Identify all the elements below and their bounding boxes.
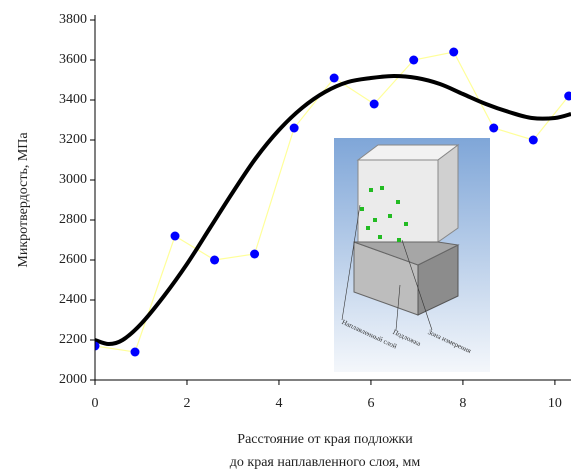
y-tick-label: 2800 <box>59 212 87 227</box>
data-point <box>370 100 379 109</box>
x-axis-label: до края наплавленного слоя, мм <box>230 455 421 470</box>
x-tick-label: 10 <box>548 396 562 411</box>
x-axis-label: Расстояние от края подложки <box>237 432 413 447</box>
data-point <box>210 256 219 265</box>
data-point <box>489 124 498 133</box>
y-tick-label: 3200 <box>59 132 87 147</box>
data-point <box>564 92 571 101</box>
data-point <box>529 136 538 145</box>
y-tick-label: 2200 <box>59 332 87 347</box>
data-point <box>171 232 180 241</box>
data-point <box>250 250 259 259</box>
x-tick-label: 2 <box>183 396 190 411</box>
data-point <box>409 56 418 65</box>
y-tick-label: 2600 <box>59 252 87 267</box>
chart: 2000 2200 2400 2600 2800 3000 3200 3400 3600 3800… <box>0 0 571 473</box>
data-line <box>95 52 569 352</box>
block-side <box>438 145 458 242</box>
data-point <box>131 348 140 357</box>
x-tick-label: 6 <box>367 396 374 411</box>
data-point <box>449 48 458 57</box>
x-tick-label: 0 <box>92 396 99 411</box>
x-tick-label: 8 <box>459 396 466 411</box>
plot-area <box>91 48 571 357</box>
y-tick-label: 3400 <box>59 92 87 107</box>
y-tick-label: 3000 <box>59 172 87 187</box>
data-point <box>330 74 339 83</box>
inset-image: Наплавленный слой Подложка Зона измерени… <box>334 138 490 372</box>
y-tick-label: 3800 <box>59 12 87 27</box>
x-tick-label: 4 <box>275 396 282 411</box>
y-tick-label: 2400 <box>59 292 87 307</box>
data-point <box>290 124 299 133</box>
y-axis-label: Микротвердость, МПа <box>16 132 31 268</box>
fit-curve <box>95 76 571 344</box>
y-tick-label: 3600 <box>59 52 87 67</box>
y-tick-label: 2000 <box>59 372 87 387</box>
